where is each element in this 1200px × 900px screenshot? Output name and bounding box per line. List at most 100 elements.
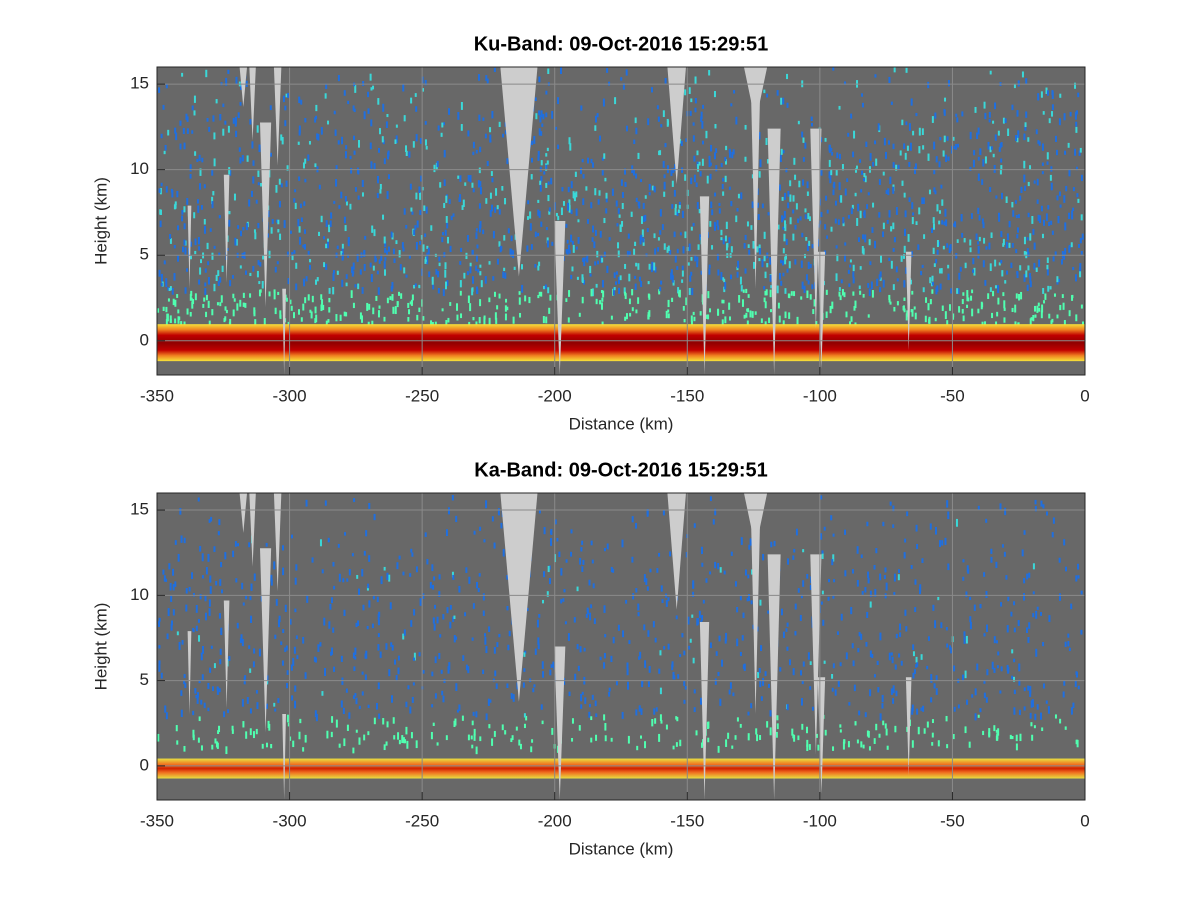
plot-frame [156, 66, 1086, 376]
echo-speck [820, 601, 823, 605]
echo-speck [1035, 610, 1038, 619]
echo-speck [962, 559, 965, 563]
echo-speck [666, 247, 669, 253]
echo-speck [1011, 649, 1014, 654]
echo-speck [277, 219, 280, 225]
echo-speck [701, 562, 704, 567]
echo-speck [445, 216, 448, 223]
echo-speck [657, 116, 660, 122]
echo-speck [783, 210, 786, 219]
echo-speck [581, 566, 584, 572]
echo-speck [267, 210, 270, 218]
echo-speck [1019, 733, 1022, 742]
echo-speck [338, 743, 341, 748]
echo-speck [373, 163, 376, 170]
echo-speck [953, 706, 956, 712]
echo-speck [697, 164, 700, 172]
echo-speck [192, 729, 195, 738]
echo-speck [749, 310, 752, 318]
echo-speck [792, 555, 795, 560]
echo-speck [256, 270, 259, 278]
echo-speck [328, 307, 331, 313]
echo-speck [538, 128, 541, 136]
echo-speck [224, 552, 227, 560]
echo-speck [897, 164, 900, 170]
echo-speck [485, 500, 488, 509]
echo-speck [945, 627, 948, 631]
echo-speck [588, 711, 591, 718]
echo-speck [842, 217, 845, 224]
echo-speck [540, 291, 543, 297]
echo-speck [402, 633, 405, 640]
echo-speck [720, 272, 723, 280]
echo-speck [160, 133, 163, 139]
echo-speck [931, 742, 934, 746]
echo-speck [610, 315, 613, 320]
echo-speck [646, 586, 649, 591]
echo-speck [401, 735, 404, 744]
echo-speck [263, 318, 266, 326]
echo-speck [615, 271, 618, 275]
echo-speck [446, 607, 449, 614]
echo-speck [637, 612, 640, 617]
echo-speck [1023, 706, 1026, 711]
echo-speck [257, 260, 260, 266]
echo-speck [462, 655, 465, 661]
echo-speck [165, 186, 168, 193]
echo-speck [784, 192, 787, 199]
echo-speck [1002, 292, 1005, 297]
echo-speck [586, 218, 589, 224]
echo-speck [664, 77, 667, 84]
echo-speck [162, 306, 165, 312]
echo-speck [378, 305, 381, 309]
echo-speck [385, 121, 388, 128]
echo-speck [806, 739, 809, 747]
echo-speck [1068, 169, 1071, 177]
echo-speck [217, 730, 220, 734]
echo-speck [807, 212, 810, 220]
echo-speck [368, 555, 371, 562]
echo-speck [335, 314, 338, 322]
echo-speck [708, 264, 711, 268]
echo-speck [679, 739, 682, 747]
echo-speck [912, 212, 915, 216]
echo-speck [942, 245, 945, 250]
echo-speck [1062, 302, 1065, 310]
echo-speck [840, 195, 843, 203]
echo-speck [589, 273, 592, 277]
echo-speck [1035, 267, 1038, 272]
echo-speck [294, 577, 297, 585]
echo-speck [534, 264, 537, 268]
echo-speck [158, 621, 161, 627]
echo-speck [633, 248, 636, 256]
echo-speck [290, 664, 293, 671]
echo-speck [987, 293, 990, 299]
echo-speck [232, 293, 235, 299]
echo-speck [314, 318, 317, 324]
echo-speck [765, 137, 768, 146]
echo-speck [378, 713, 381, 719]
echo-speck [930, 674, 933, 682]
echo-speck [392, 717, 395, 724]
echo-speck [239, 265, 242, 269]
echo-speck [631, 516, 634, 523]
echo-speck [675, 716, 678, 720]
echo-speck [1032, 613, 1035, 618]
echo-speck [635, 262, 638, 267]
echo-speck [693, 316, 696, 322]
echo-speck [540, 176, 543, 182]
echo-speck [904, 210, 907, 218]
echo-speck [842, 741, 845, 750]
echo-speck [537, 265, 540, 271]
echo-speck [286, 682, 289, 689]
echo-speck [780, 97, 783, 105]
echo-speck [276, 219, 279, 223]
echo-speck [484, 636, 487, 645]
echo-speck [442, 614, 445, 620]
echo-speck [997, 297, 1000, 305]
echo-speck [1005, 196, 1008, 203]
echo-speck [1024, 124, 1027, 131]
echo-speck [268, 723, 271, 731]
echo-speck [837, 219, 840, 225]
echo-speck [701, 140, 704, 145]
